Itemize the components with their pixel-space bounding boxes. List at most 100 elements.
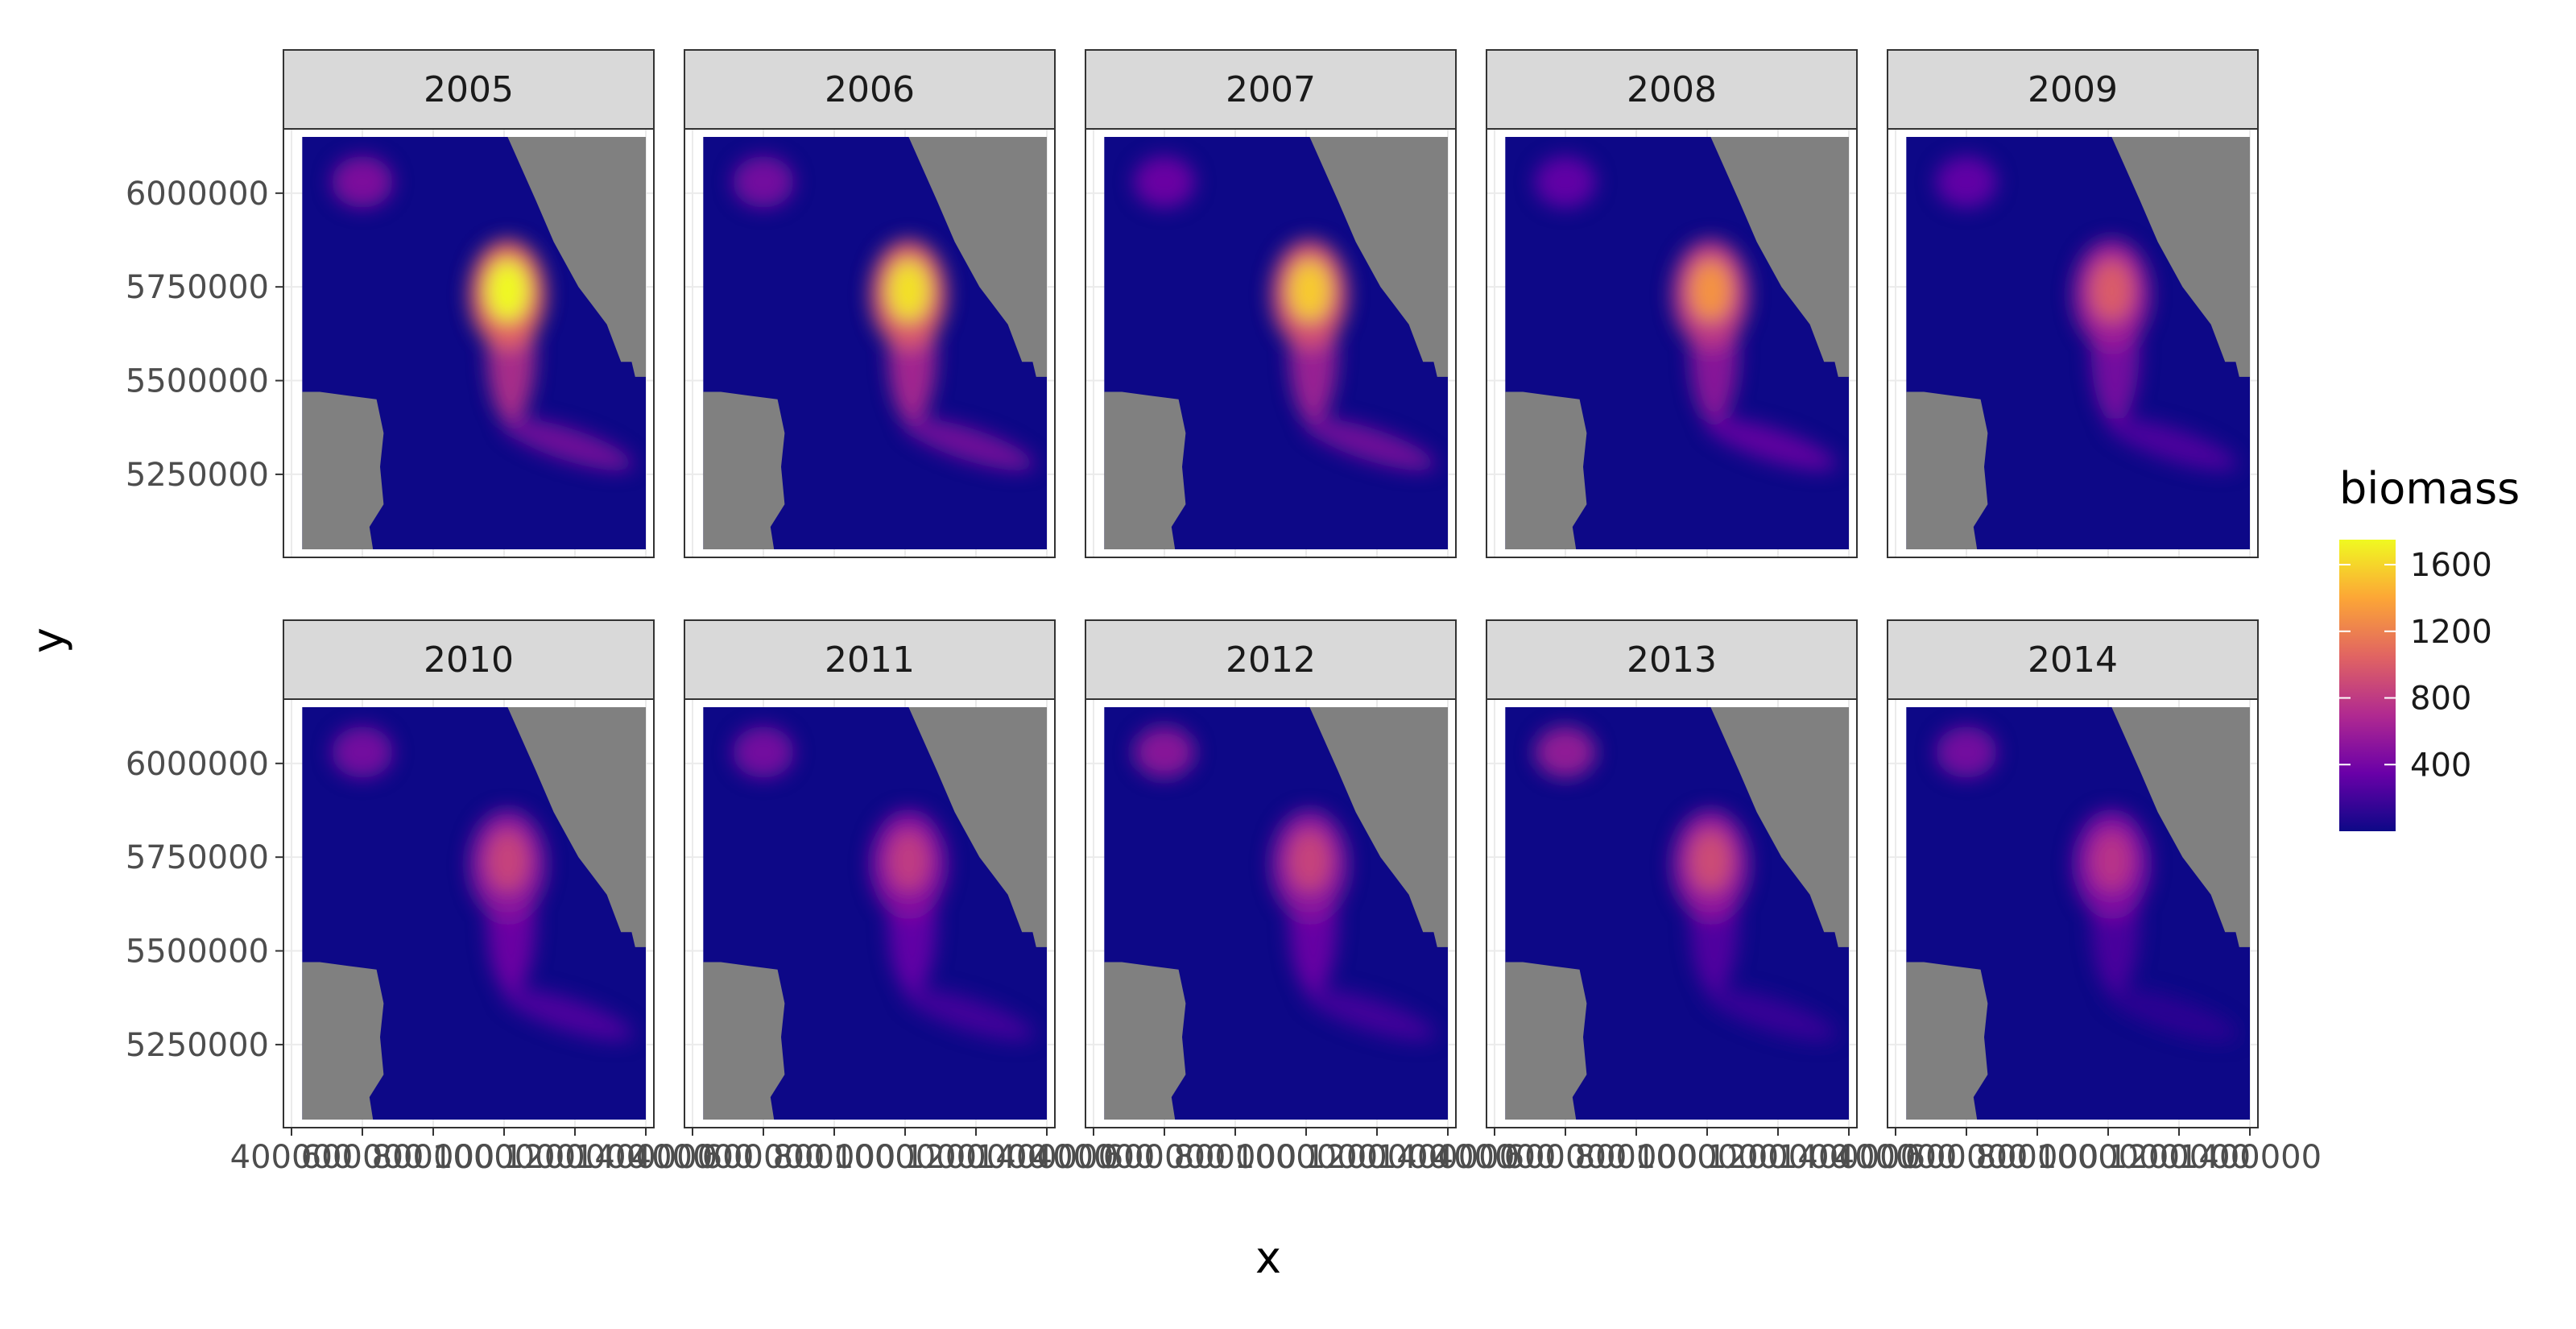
main-hotspot: [1689, 830, 1732, 892]
land-mask-northeast: [908, 137, 1047, 377]
x-tick-label: 400000: [1834, 1139, 1958, 1176]
facet-2007: 2007: [1085, 49, 1457, 558]
land-mask-northeast: [2111, 137, 2250, 377]
land-mask-northeast: [1710, 707, 1849, 947]
facet-strip-label: 2009: [2028, 69, 2118, 110]
southeast-streak: [1706, 988, 1837, 1041]
biomass-field: [703, 137, 1047, 549]
x-tick-label: 1000000: [1635, 1139, 1779, 1176]
panel-border: [684, 128, 1056, 558]
facet-strip-label: 2014: [2028, 640, 2118, 681]
y-tick-label: 5250000: [126, 1027, 269, 1064]
southeast-streak: [1305, 988, 1436, 1041]
panel-border: [1085, 128, 1457, 558]
southeast-streak: [903, 988, 1035, 1041]
x-tick-label: 800000: [773, 1139, 896, 1176]
north-hotspot: [332, 155, 393, 208]
main-hotspot: [486, 830, 529, 892]
north-hotspot: [733, 726, 794, 778]
facet-strip-label: 2013: [1627, 640, 1717, 681]
main-hotspot: [2090, 830, 2133, 892]
legend-tick-label: 800: [2410, 681, 2471, 718]
legend-title: biomass: [2339, 463, 2520, 514]
y-tick-label: 6000000: [126, 176, 269, 213]
y-tick-label: 5500000: [126, 363, 269, 400]
x-tick-label: 1400000: [1376, 1139, 1520, 1176]
x-tick-label: 600000: [1504, 1139, 1627, 1176]
x-tick-label: 1400000: [574, 1139, 717, 1176]
legend-tick-label: 1600: [2410, 547, 2492, 584]
biomass-field: [302, 707, 646, 1120]
facet-strip: [1887, 619, 2259, 700]
panel-border: [283, 698, 655, 1128]
x-tick-label: 600000: [1103, 1139, 1226, 1176]
x-tick-label: 600000: [702, 1139, 825, 1176]
x-axis-title: x: [1255, 1232, 1281, 1283]
facet-2008: 2008: [1486, 49, 1858, 558]
panel-border: [1486, 698, 1858, 1128]
biomass-field: [1505, 137, 1849, 549]
facet-strip: [684, 619, 1056, 700]
panel-border: [684, 698, 1056, 1128]
land-mask-northeast: [1710, 137, 1849, 377]
land-mask-northeast: [2111, 707, 2250, 947]
facet-strip-label: 2010: [424, 640, 514, 681]
facet-strip-label: 2006: [825, 69, 915, 110]
biomass-field: [1906, 707, 2250, 1120]
land-mask-southwest: [1505, 391, 1587, 549]
facet-2013: 2013: [1486, 619, 1858, 1128]
north-hotspot: [1134, 726, 1195, 778]
legend-colorbar: [2339, 540, 2396, 831]
main-hotspot: [1288, 830, 1331, 892]
x-tick-label: 600000: [301, 1139, 424, 1176]
main-hotspot: [887, 259, 930, 321]
x-tick-label: 1200000: [1305, 1139, 1449, 1176]
main-hotspot: [2090, 259, 2133, 321]
x-tick-label: 600000: [1905, 1139, 2028, 1176]
land-mask-northeast: [1309, 137, 1448, 377]
land-mask-southwest: [302, 391, 384, 549]
panel-border: [283, 128, 655, 558]
southeast-streak: [2107, 418, 2238, 471]
land-mask-southwest: [703, 391, 785, 549]
north-hotspot: [1134, 155, 1195, 208]
southeast-streak: [1706, 418, 1837, 471]
biomass-field: [1104, 137, 1448, 549]
facet-strip-label: 2007: [1226, 69, 1316, 110]
facet-strip: [1486, 49, 1858, 130]
x-tick-label: 400000: [1032, 1139, 1156, 1176]
facet-2005: 2005: [283, 49, 655, 558]
main-hotspot: [1288, 259, 1331, 321]
x-tick-label: 1000000: [833, 1139, 977, 1176]
y-axes: 5250000 5500000 5750000 6000000 5250000 55000…: [126, 176, 283, 1064]
biomass-field: [1104, 707, 1448, 1120]
facet-2006: 2006: [684, 49, 1056, 558]
facet-strip: [283, 49, 655, 130]
north-hotspot: [733, 155, 794, 208]
north-hotspot: [1936, 726, 1997, 778]
land-mask-southwest: [1104, 391, 1186, 549]
biomass-field: [1906, 137, 2250, 549]
x-tick-label: 1400000: [975, 1139, 1118, 1176]
x-tick-label: 400000: [1433, 1139, 1557, 1176]
facet-2014: 2014: [1887, 619, 2259, 1128]
legend-ticks: 400 800 1200 1600: [2339, 547, 2492, 784]
north-hotspot: [1936, 155, 1997, 208]
southeast-streak: [502, 418, 634, 471]
y-tick-label: 5750000: [126, 839, 269, 876]
x-tick-label: 1000000: [2036, 1139, 2180, 1176]
x-tick-label: 1200000: [904, 1139, 1048, 1176]
land-mask-southwest: [703, 962, 785, 1120]
x-axes: 4000006000008000001000000120000014000004…: [230, 1128, 2322, 1176]
north-hotspot: [1535, 155, 1596, 208]
southeast-streak: [1305, 418, 1436, 471]
legend-tick-label: 400: [2410, 747, 2471, 784]
x-tick-label: 400000: [230, 1139, 354, 1176]
land-mask-northeast: [507, 137, 646, 377]
panel-border: [1887, 698, 2259, 1128]
facet-2010: 2010: [283, 619, 655, 1128]
x-tick-label: 800000: [1976, 1139, 2099, 1176]
biomass-field: [1505, 707, 1849, 1120]
facet-strip: [1887, 49, 2259, 130]
